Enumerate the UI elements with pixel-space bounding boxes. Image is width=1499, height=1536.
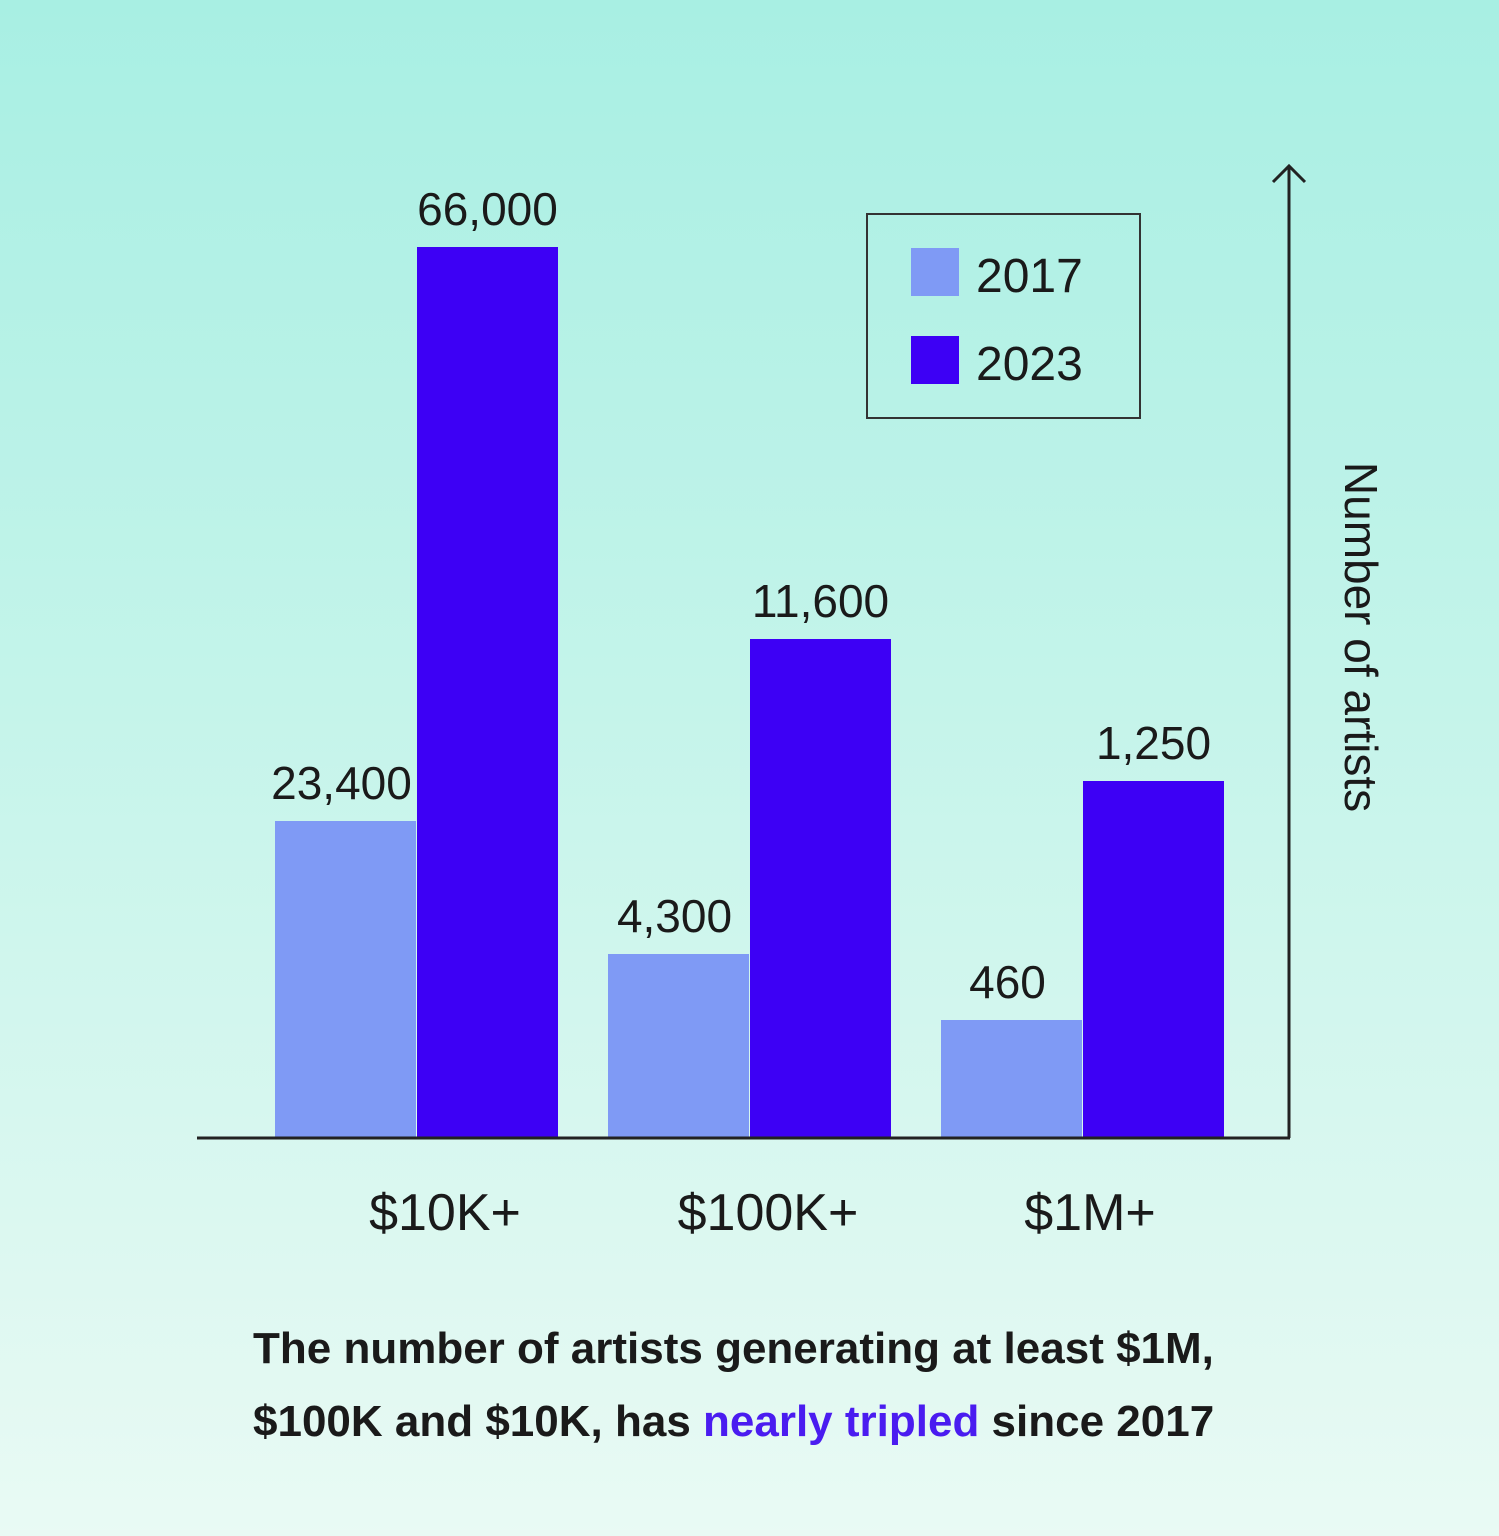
- x-tick-label: $1M+: [1024, 1184, 1156, 1242]
- bar-2017-0: [275, 821, 416, 1137]
- caption-text: since 2017: [979, 1397, 1215, 1446]
- caption-line-2: $100K and $10K, has nearly tripled since…: [253, 1385, 1373, 1458]
- data-label: 66,000: [417, 183, 558, 235]
- bar-2017-1: [608, 954, 749, 1137]
- chart-caption: The number of artists generating at leas…: [253, 1312, 1373, 1458]
- bar-2023-0: [417, 247, 558, 1137]
- legend: 2017 2023: [866, 213, 1141, 419]
- data-label: 4,300: [617, 890, 732, 942]
- bar-2017-2: [941, 1020, 1082, 1137]
- y-axis-label: Number of artists: [1335, 462, 1387, 812]
- x-tick-label: $100K+: [678, 1184, 859, 1242]
- data-label: 1,250: [1096, 717, 1211, 769]
- bar-2023-1: [750, 639, 891, 1137]
- data-label: 460: [969, 956, 1046, 1008]
- legend-label-2023: 2023: [976, 338, 1083, 391]
- legend-swatch-2023: [911, 336, 959, 384]
- legend-swatch-2017: [911, 248, 959, 296]
- data-label: 11,600: [752, 575, 889, 627]
- data-label: 23,400: [271, 757, 412, 809]
- bar-2023-2: [1083, 781, 1224, 1137]
- legend-label-2017: 2017: [976, 250, 1083, 303]
- caption-text: $100K and $10K, has: [253, 1397, 704, 1446]
- caption-line-1: The number of artists generating at leas…: [253, 1324, 1214, 1373]
- caption-highlight: nearly tripled: [703, 1397, 980, 1446]
- y-axis-arrow-icon: [1271, 163, 1307, 184]
- x-tick-label: $10K+: [369, 1184, 521, 1242]
